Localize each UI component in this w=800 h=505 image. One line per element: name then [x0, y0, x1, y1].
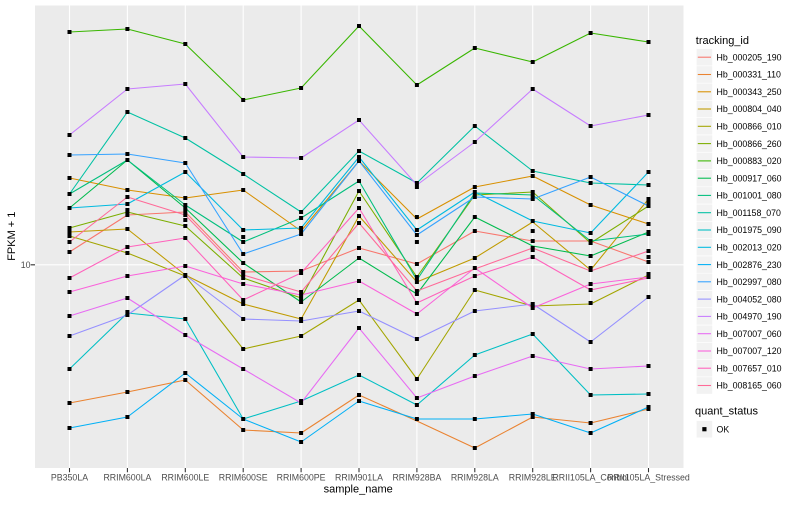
- svg-text:PB350LA: PB350LA: [51, 473, 88, 483]
- svg-text:RRII105LA_Control: RRII105LA_Control: [552, 473, 628, 483]
- svg-text:RRIM928LA: RRIM928LA: [451, 473, 499, 483]
- svg-text:Hb_007007_120: Hb_007007_120: [717, 346, 782, 356]
- svg-text:RRIM600PE: RRIM600PE: [277, 473, 326, 483]
- svg-text:RRIM600LE: RRIM600LE: [161, 473, 209, 483]
- svg-text:tracking_id: tracking_id: [696, 35, 749, 47]
- svg-text:Hb_007007_060: Hb_007007_060: [717, 329, 782, 339]
- svg-text:RRIM901LA: RRIM901LA: [335, 473, 383, 483]
- svg-text:Hb_000804_040: Hb_000804_040: [717, 104, 782, 114]
- svg-text:Hb_000917_060: Hb_000917_060: [717, 173, 782, 183]
- svg-text:Hb_007657_010: Hb_007657_010: [717, 363, 782, 373]
- svg-text:RRIM600LA: RRIM600LA: [103, 473, 151, 483]
- svg-text:FPKM + 1: FPKM + 1: [6, 212, 18, 261]
- svg-text:quant_status: quant_status: [695, 406, 758, 418]
- svg-text:Hb_000331_110: Hb_000331_110: [717, 70, 782, 80]
- svg-text:Hb_002997_080: Hb_002997_080: [717, 277, 782, 287]
- svg-text:Hb_001158_070: Hb_001158_070: [717, 208, 782, 218]
- svg-text:Hb_000205_190: Hb_000205_190: [717, 52, 782, 62]
- svg-text:Hb_000866_260: Hb_000866_260: [717, 139, 782, 149]
- svg-text:sample_name: sample_name: [324, 484, 393, 496]
- svg-text:Hb_000883_020: Hb_000883_020: [717, 156, 782, 166]
- svg-text:OK: OK: [717, 424, 730, 434]
- svg-text:Hb_001001_080: Hb_001001_080: [717, 191, 782, 201]
- svg-text:RRIM600SE: RRIM600SE: [219, 473, 268, 483]
- svg-text:Hb_008165_060: Hb_008165_060: [717, 381, 782, 391]
- svg-text:Hb_000866_010: Hb_000866_010: [717, 122, 782, 132]
- svg-text:RRII105LA_Stressed: RRII105LA_Stressed: [607, 473, 690, 483]
- svg-text:RRIM928BA: RRIM928BA: [392, 473, 441, 483]
- svg-text:RRIM928LE: RRIM928LE: [509, 473, 557, 483]
- svg-text:Hb_002013_020: Hb_002013_020: [717, 243, 782, 253]
- svg-text:Hb_002876_230: Hb_002876_230: [717, 260, 782, 270]
- svg-text:Hb_004970_190: Hb_004970_190: [717, 312, 782, 322]
- svg-text:Hb_001975_090: Hb_001975_090: [717, 225, 782, 235]
- svg-text:Hb_004052_080: Hb_004052_080: [717, 294, 782, 304]
- svg-text:Hb_000343_250: Hb_000343_250: [717, 87, 782, 97]
- svg-text:10: 10: [21, 260, 31, 270]
